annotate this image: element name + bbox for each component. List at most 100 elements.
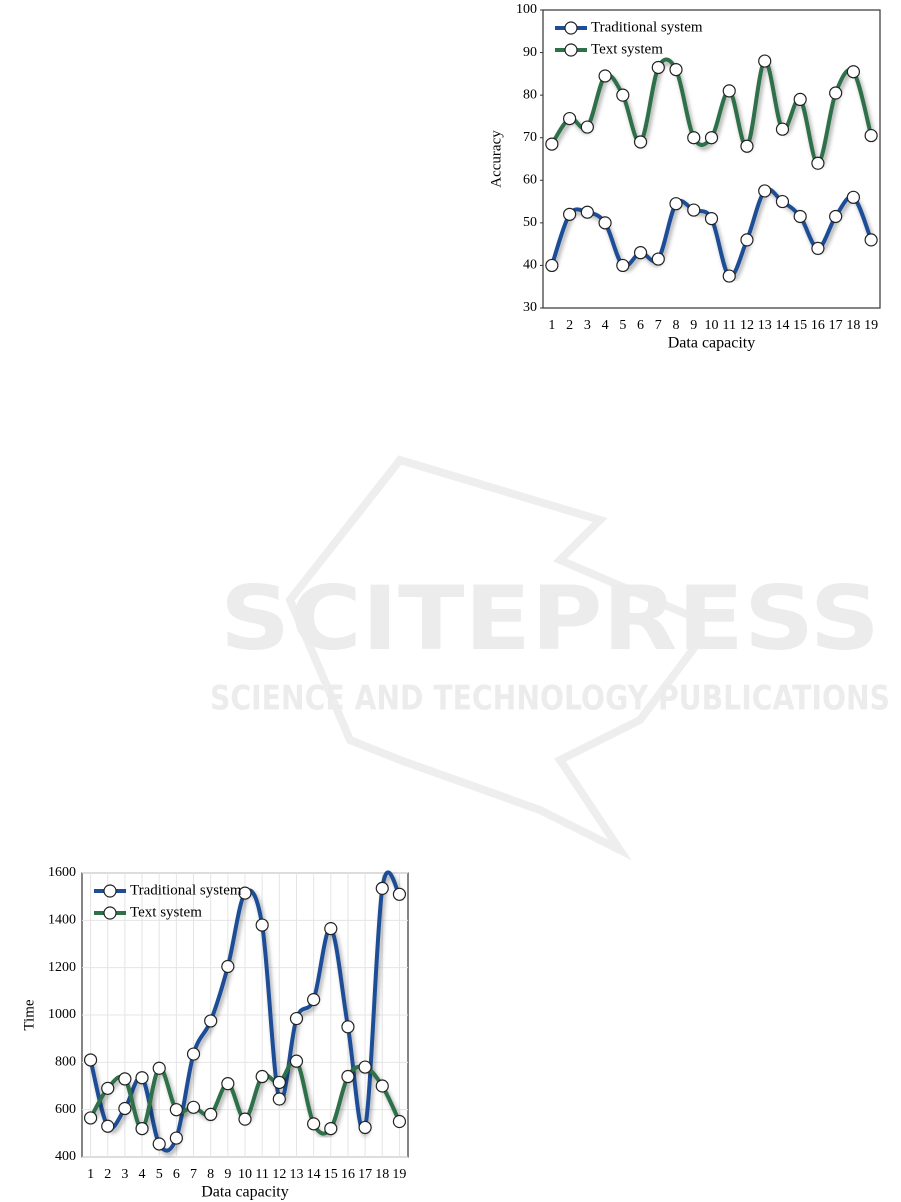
- x-tick-label: 2: [104, 1167, 111, 1182]
- y-tick-label: 70: [523, 130, 537, 145]
- legend-label: Traditional system: [130, 882, 242, 898]
- y-tick-label: 50: [523, 215, 537, 230]
- x-tick-label: 9: [224, 1167, 231, 1182]
- point: [169, 1103, 183, 1117]
- point: [204, 1014, 218, 1028]
- point: [669, 197, 683, 211]
- point: [722, 84, 736, 98]
- point: [598, 216, 612, 230]
- point: [740, 233, 754, 247]
- point: [616, 258, 630, 273]
- x-tick-label: 1: [548, 318, 555, 333]
- y-tick-label: 1400: [48, 913, 76, 928]
- x-tick-label: 16: [811, 318, 825, 333]
- point: [83, 1053, 98, 1067]
- point: [758, 184, 772, 198]
- y-tick-label: 80: [523, 87, 537, 102]
- x-tick-label: 10: [238, 1167, 252, 1182]
- legend-label: Text system: [130, 904, 202, 920]
- x-tick-label: 17: [829, 318, 843, 333]
- x-tick-label: 19: [392, 1167, 406, 1182]
- x-axis-label: Data capacity: [668, 335, 756, 352]
- x-tick-label: 7: [190, 1167, 197, 1182]
- point: [186, 1100, 201, 1114]
- point: [238, 1112, 252, 1126]
- legend-marker: [103, 884, 117, 898]
- point: [563, 111, 577, 126]
- point: [740, 139, 754, 153]
- point: [864, 233, 878, 247]
- legend-label: Text system: [591, 41, 663, 57]
- point: [358, 1060, 372, 1074]
- point: [341, 1020, 355, 1034]
- point: [135, 1121, 149, 1136]
- point: [722, 269, 736, 283]
- watermark: SCITEPRESS SCIENCE AND TECHNOLOGY PUBLIC…: [210, 455, 890, 861]
- point: [135, 1071, 149, 1085]
- x-tick-label: 10: [705, 318, 719, 333]
- y-tick-label: 40: [523, 258, 537, 273]
- point: [152, 1061, 166, 1075]
- point: [651, 60, 665, 75]
- point: [358, 1120, 372, 1135]
- x-tick-label: 11: [722, 318, 735, 333]
- point: [255, 1069, 269, 1084]
- point: [272, 1075, 286, 1090]
- point: [272, 1092, 286, 1106]
- point: [775, 122, 790, 136]
- point: [846, 190, 860, 204]
- y-tick-label: 1200: [48, 960, 76, 975]
- point: [101, 1119, 115, 1133]
- point: [289, 1054, 304, 1068]
- point: [221, 959, 235, 974]
- legend-marker: [564, 43, 578, 57]
- point: [829, 209, 843, 224]
- y-tick-label: 1600: [48, 865, 76, 880]
- point: [846, 65, 860, 79]
- y-axis-label: Time: [21, 999, 37, 1030]
- point: [204, 1107, 218, 1122]
- point: [152, 1137, 166, 1151]
- point: [238, 886, 252, 900]
- watermark-logo: [285, 455, 704, 861]
- x-tick-label: 12: [740, 318, 754, 333]
- point: [864, 128, 878, 143]
- point: [811, 156, 825, 170]
- x-tick-label: 15: [793, 318, 807, 333]
- point: [307, 1117, 321, 1131]
- point: [324, 1121, 338, 1136]
- x-tick-label: 4: [139, 1167, 146, 1182]
- x-tick-label: 3: [584, 318, 591, 333]
- x-tick-label: 14: [775, 318, 789, 333]
- point: [793, 209, 807, 224]
- point: [186, 1047, 201, 1061]
- x-tick-label: 18: [846, 318, 860, 333]
- watermark-title: SCITEPRESS: [220, 567, 880, 670]
- point: [545, 258, 559, 273]
- y-tick-label: 60: [523, 173, 537, 188]
- point: [598, 69, 612, 83]
- point: [341, 1069, 355, 1084]
- y-axis-label: Accuracy: [488, 130, 504, 188]
- point: [580, 120, 594, 134]
- point: [829, 86, 843, 100]
- point: [289, 1011, 304, 1026]
- x-tick-label: 3: [121, 1167, 128, 1182]
- y-tick-label: 1000: [48, 1007, 76, 1022]
- x-tick-label: 18: [375, 1167, 389, 1182]
- legend-marker: [103, 906, 117, 920]
- x-tick-label: 16: [341, 1167, 355, 1182]
- point: [651, 252, 665, 266]
- x-tick-label: 19: [864, 318, 878, 333]
- point: [669, 62, 683, 77]
- point: [118, 1101, 132, 1116]
- point: [704, 131, 719, 145]
- plot-area: [542, 9, 881, 309]
- legend-label: Traditional system: [591, 19, 703, 35]
- y-tick-label: 30: [523, 300, 537, 315]
- point: [169, 1131, 183, 1145]
- point: [545, 137, 559, 151]
- y-tick-label: 400: [55, 1149, 76, 1164]
- x-tick-label: 6: [637, 318, 644, 333]
